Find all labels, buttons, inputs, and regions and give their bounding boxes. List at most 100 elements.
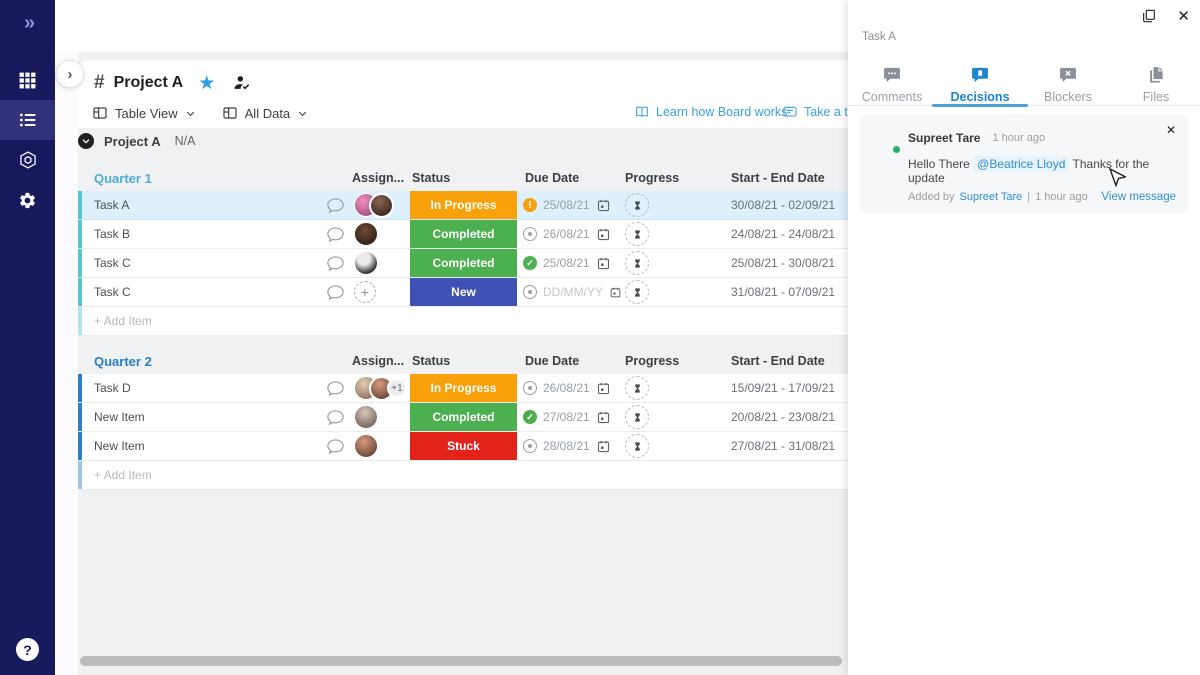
collapse-group-icon[interactable] xyxy=(78,133,94,149)
column-header-assignee: Assign... xyxy=(352,171,405,185)
sidebar-item-settings[interactable] xyxy=(0,180,55,220)
task-name[interactable]: Task D xyxy=(94,381,131,395)
group-title[interactable]: Quarter 2 xyxy=(94,353,152,369)
add-assignee-icon[interactable] xyxy=(354,281,376,303)
task-name[interactable]: Task B xyxy=(94,227,131,241)
hourglass-icon[interactable] xyxy=(625,251,649,275)
progress-cell[interactable] xyxy=(622,193,729,217)
learn-board-label: Learn how Board works xyxy=(656,105,788,119)
hourglass-icon[interactable] xyxy=(625,193,649,217)
expand-panel-button[interactable]: › xyxy=(56,60,84,88)
added-by-author-link[interactable]: Supreet Tare xyxy=(959,191,1023,203)
status-badge[interactable]: Completed xyxy=(410,249,517,277)
due-date-cell[interactable]: 27/08/21 xyxy=(517,410,622,425)
status-badge[interactable]: New xyxy=(410,278,517,306)
calendar-icon[interactable] xyxy=(609,285,622,300)
assignee-avatars[interactable] xyxy=(352,251,410,275)
person-check-icon[interactable] xyxy=(232,73,252,93)
task-name[interactable]: New Item xyxy=(94,410,145,424)
status-badge[interactable]: Completed xyxy=(410,220,517,248)
due-date-cell[interactable]: 26/08/21 xyxy=(517,381,622,396)
sidebar-item-boards[interactable] xyxy=(0,100,55,140)
task-name[interactable]: New Item xyxy=(94,439,145,453)
assignee-avatars[interactable] xyxy=(352,281,410,303)
chat-bubble-icon[interactable] xyxy=(318,224,352,245)
progress-cell[interactable] xyxy=(622,405,729,429)
task-name[interactable]: Task A xyxy=(94,198,130,212)
due-date-cell[interactable]: DD/MM/YY xyxy=(517,285,622,300)
sidebar-expand-icon[interactable]: » xyxy=(23,11,35,34)
group-title[interactable]: Quarter 1 xyxy=(94,170,152,186)
add-item-label[interactable]: + Add Item xyxy=(94,314,152,328)
hourglass-icon[interactable] xyxy=(625,376,649,400)
assignee-avatars[interactable] xyxy=(352,405,410,429)
dismiss-comment-icon[interactable]: ✕ xyxy=(1165,123,1176,137)
progress-cell[interactable] xyxy=(622,376,729,400)
chat-bubble-icon[interactable] xyxy=(318,407,352,428)
chat-bubble-icon[interactable] xyxy=(318,195,352,216)
assignee-avatars[interactable] xyxy=(352,434,410,458)
due-date-cell[interactable]: 25/08/21 xyxy=(517,256,622,271)
apps-grid-icon xyxy=(18,71,37,90)
chat-bubble-icon[interactable] xyxy=(318,253,352,274)
date-range[interactable]: 25/08/21 - 30/08/21 xyxy=(731,256,836,270)
hourglass-icon[interactable] xyxy=(625,405,649,429)
chat-bubble-icon[interactable] xyxy=(318,378,352,399)
due-date-cell[interactable]: 28/08/21 xyxy=(517,439,622,454)
comment-author[interactable]: Supreet Tare xyxy=(908,131,981,145)
tab-decisions[interactable]: Decisions xyxy=(932,58,1028,107)
task-name[interactable]: Task C xyxy=(94,256,131,270)
sidebar-item-integrations[interactable] xyxy=(0,140,55,180)
chat-bubble-icon[interactable] xyxy=(318,282,352,303)
status-badge[interactable]: Completed xyxy=(410,403,517,431)
hourglass-icon[interactable] xyxy=(625,434,649,458)
mention-link[interactable]: @Beatrice Lloyd xyxy=(973,156,1070,172)
date-range[interactable]: 27/08/21 - 31/08/21 xyxy=(731,439,836,453)
date-range[interactable]: 31/08/21 - 07/09/21 xyxy=(731,285,836,299)
status-badge[interactable]: In Progress xyxy=(410,374,517,402)
tab-files[interactable]: Files xyxy=(1112,58,1200,105)
status-badge[interactable]: In Progress xyxy=(410,191,517,219)
task-name[interactable]: Task C xyxy=(94,285,131,299)
calendar-icon[interactable] xyxy=(596,439,611,454)
favorite-star-icon[interactable]: ★ xyxy=(198,72,216,94)
calendar-icon[interactable] xyxy=(596,198,611,213)
date-range[interactable]: 20/08/21 - 23/08/21 xyxy=(731,410,836,424)
board-group-meta: N/A xyxy=(174,134,196,148)
date-range[interactable]: 30/08/21 - 02/09/21 xyxy=(731,198,836,212)
due-date-cell[interactable]: 25/08/21 xyxy=(517,198,622,213)
date-range[interactable]: 24/08/21 - 24/08/21 xyxy=(731,227,836,241)
progress-cell[interactable] xyxy=(622,251,729,275)
open-in-new-icon[interactable] xyxy=(1141,8,1157,24)
table-view-dropdown[interactable]: Table View xyxy=(92,105,196,121)
tab-blockers[interactable]: Blockers xyxy=(1024,58,1112,105)
progress-cell[interactable] xyxy=(622,280,729,304)
assignee-avatars[interactable] xyxy=(352,192,410,218)
sidebar-item-apps[interactable] xyxy=(0,60,55,100)
view-message-link[interactable]: View message xyxy=(1101,191,1176,203)
tour-board-icon xyxy=(783,106,797,117)
chat-bubble-icon[interactable] xyxy=(318,436,352,457)
add-item-label[interactable]: + Add Item xyxy=(94,468,152,482)
learn-board-link[interactable]: Learn how Board works xyxy=(634,104,787,120)
calendar-icon[interactable] xyxy=(596,381,611,396)
horizontal-scrollbar[interactable] xyxy=(80,656,842,666)
tab-comments[interactable]: Comments xyxy=(848,58,936,105)
status-badge[interactable]: Stuck xyxy=(410,432,517,460)
calendar-icon[interactable] xyxy=(596,256,611,271)
due-date: 28/08/21 xyxy=(543,439,590,453)
due-status-icon xyxy=(523,256,537,270)
all-data-dropdown[interactable]: All Data xyxy=(222,105,309,121)
hourglass-icon[interactable] xyxy=(625,222,649,246)
date-range[interactable]: 15/09/21 - 17/09/21 xyxy=(731,381,836,395)
calendar-icon[interactable] xyxy=(596,410,611,425)
progress-cell[interactable] xyxy=(622,222,729,246)
assignee-avatars[interactable] xyxy=(352,222,410,246)
due-date-cell[interactable]: 26/08/21 xyxy=(517,227,622,242)
hourglass-icon[interactable] xyxy=(625,280,649,304)
help-icon[interactable]: ? xyxy=(16,638,39,661)
assignee-avatars[interactable]: +1 xyxy=(352,375,410,401)
close-panel-icon[interactable]: ✕ xyxy=(1177,7,1190,25)
calendar-icon[interactable] xyxy=(596,227,611,242)
progress-cell[interactable] xyxy=(622,434,729,458)
